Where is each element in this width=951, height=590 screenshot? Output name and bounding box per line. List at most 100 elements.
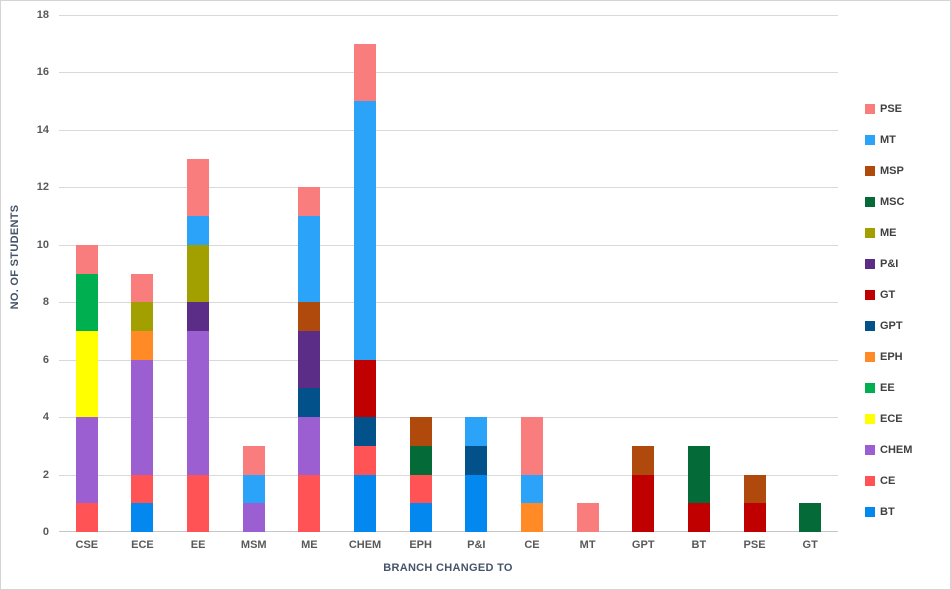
category-slot-pse [727,15,783,532]
y-axis-title: NO. OF STUDENTS [9,204,21,310]
bar-segment-mt [465,417,488,446]
bar-segment-chem [131,359,154,475]
legend-label: ME [880,226,897,239]
bar-segment-me [187,244,210,303]
y-tick-label: 4 [42,411,49,424]
stacked-bar-pse [743,15,766,532]
stacked-bar-cse [75,15,98,532]
legend-label: PSE [880,102,903,115]
legend-swatch-icon [865,506,875,517]
category-slot-cse [59,15,115,532]
y-tick-label: 10 [36,238,49,251]
bar-segment-msc [687,445,710,504]
bar-segment-pse [131,273,154,303]
bar-segment-msp [743,474,766,504]
gridline [59,302,838,304]
category-label-ce: CE [524,539,540,551]
gridline [59,72,838,74]
y-tick-label: 0 [42,526,49,538]
stacked-bar-gpt [632,15,655,532]
legend-label: ECE [880,412,903,425]
legend-swatch-icon [865,196,875,207]
y-tick-label: 16 [36,66,49,79]
bar-segment-ce [354,445,377,475]
bar-segment-chem [75,417,98,504]
stacked-bar-ece [131,15,154,532]
category-label-ee: EE [190,539,206,551]
legend-item-ce: CE [865,465,912,496]
category-slot-ce [504,15,560,532]
legend-label: GPT [880,319,903,332]
legend-label: CE [880,474,896,487]
legend-label: CHEM [880,443,913,456]
legend-label: MT [880,133,896,146]
bar-segment-pse [354,43,377,102]
legend-swatch-icon [865,227,875,238]
legend-swatch-icon [865,382,875,393]
legend-swatch-icon [865,103,875,114]
legend-swatch-icon [865,351,875,362]
legend-item-msp: MSP [865,155,912,186]
legend-item-gt: GT [865,279,912,310]
legend-swatch-icon [865,134,875,145]
category-slot-pi [449,15,505,532]
bar-segment-gpt [298,388,321,418]
legend-label: EPH [880,350,903,363]
bar-segment-pse [576,503,599,532]
bar-segment-mt [242,474,265,504]
legend-label: EE [880,381,895,394]
gridline [59,129,838,131]
legend-swatch-icon [865,165,875,176]
bar-segment-msc [409,445,432,475]
gridline [59,474,838,476]
legend-item-mt: MT [865,124,912,155]
bar-segment-gt [743,503,766,532]
bar-segment-gpt [465,445,488,475]
bar-segment-mt [354,101,377,360]
bar-segment-chem [242,503,265,532]
stacked-bar-chem [354,15,377,532]
category-label-bt: BT [691,539,707,551]
legend-item-eph: EPH [865,341,912,372]
category-slot-chem [337,15,393,532]
category-label-pi: P&I [467,539,486,551]
bar-segment-bt [131,503,154,532]
category-label-me: ME [301,539,318,551]
legend-item-bt: BT [865,496,912,527]
bar-segment-bt [465,474,488,532]
category-slot-mt [560,15,616,532]
gridline [59,15,838,16]
category-slot-ece [115,15,171,532]
y-tick-label: 6 [42,353,49,366]
legend-swatch-icon [865,444,875,455]
category-label-chem: CHEM [348,539,382,551]
legend-label: MSC [880,195,905,208]
stacked-bar-pi [465,15,488,532]
bar-segment-gt [687,503,710,532]
category-slot-gpt [615,15,671,532]
category-slot-msm [226,15,282,532]
stacked-bar-ee [187,15,210,532]
category-slot-gt [782,15,838,532]
bar-segment-bt [354,474,377,532]
category-label-gt: GT [802,539,818,551]
plot-area [59,15,838,532]
bar-segment-pse [298,187,321,217]
category-label-pse: PSE [743,539,766,551]
category-label-gpt: GPT [631,539,655,551]
stacked-bar-mt [576,15,599,532]
legend-swatch-icon [865,320,875,331]
stacked-bar-msm [242,15,265,532]
category-label-msm: MSM [240,539,267,551]
bar-segment-gt [632,474,655,532]
stacked-bar-gt [799,15,822,532]
bar-segment-chem [187,330,210,475]
bar-segment-ce [187,474,210,532]
x-axis-title: BRANCH CHANGED TO [383,562,513,574]
legend-label: GT [880,288,896,301]
legend-swatch-icon [865,475,875,486]
legend-swatch-icon [865,413,875,424]
category-slot-me [282,15,338,532]
category-slot-ee [170,15,226,532]
